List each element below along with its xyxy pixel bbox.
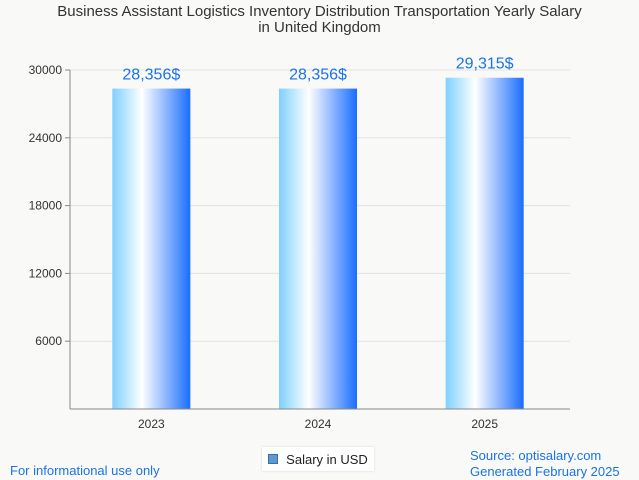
bar — [279, 88, 357, 409]
x-tick-label: 2023 — [138, 417, 165, 431]
source-block: Source: optisalary.com Generated Februar… — [470, 448, 620, 480]
data-label: 29,315$ — [456, 56, 514, 73]
generated-text: Generated February 2025 — [470, 464, 620, 479]
y-tick-label: 6000 — [35, 334, 62, 348]
y-tick-label: 24000 — [29, 131, 63, 145]
legend-label: Salary in USD — [286, 451, 368, 467]
source-text: Source: optisalary.com — [470, 448, 602, 463]
data-label: 28,356$ — [122, 67, 180, 84]
chart-title-line-1: Business Assistant Logistics Inventory D… — [57, 3, 582, 20]
chart-title-line-2: in United Kingdom — [258, 19, 381, 36]
bar — [112, 88, 191, 409]
disclaimer-text: For informational use only — [10, 463, 160, 478]
legend: Salary in USD — [262, 447, 374, 471]
data-label: 28,356$ — [289, 67, 347, 84]
legend-swatch — [268, 454, 279, 464]
y-tick-label: 12000 — [29, 266, 63, 280]
x-tick-label: 2025 — [471, 417, 498, 431]
chart-title: Business Assistant Logistics Inventory D… — [0, 4, 639, 36]
bar — [445, 77, 524, 409]
y-tick-label: 18000 — [29, 199, 63, 213]
x-tick-label: 2024 — [305, 417, 332, 431]
y-tick-label: 30000 — [29, 63, 63, 77]
